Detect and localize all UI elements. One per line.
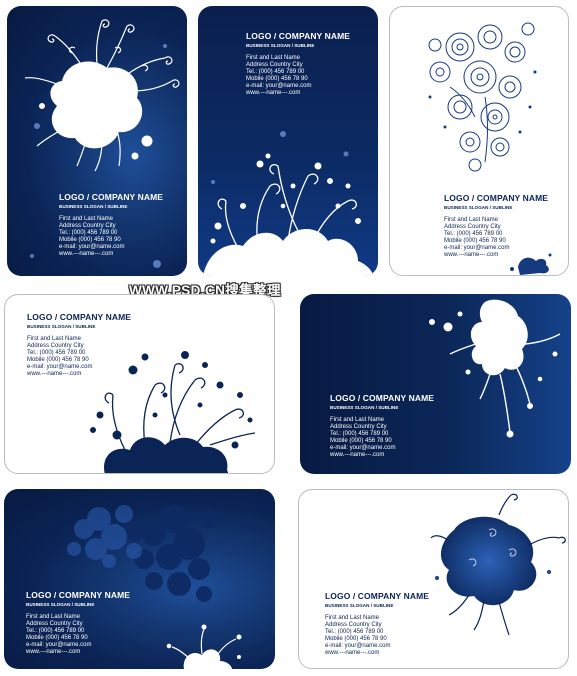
- contact-mobile: Mobile (000) 456 78 90: [330, 437, 392, 444]
- contact-address: Address Country City: [330, 423, 387, 430]
- card-text-block: LOGO / COMPANY NAME BUSINESS SLOGAN / SU…: [246, 31, 351, 96]
- contact-address: Address Country City: [59, 222, 116, 229]
- blue-swirl-art: [428, 22, 552, 275]
- contact-address: Address Country City: [325, 621, 382, 628]
- contact-address: Address Country City: [26, 620, 83, 627]
- contact-address: Address Country City: [27, 342, 84, 349]
- business-slogan: BUSINESS SLOGAN / SUBLINE: [325, 602, 394, 608]
- navy-splash-art: [430, 493, 566, 636]
- contact-name: First and Last Name: [330, 417, 385, 424]
- business-card-horizontal-dark-circles: LOGO / COMPANY NAME BUSINESS SLOGAN / SU…: [4, 489, 275, 669]
- company-name: LOGO / COMPANY NAME: [325, 591, 430, 601]
- card-text-block: LOGO / COMPANY NAME BUSINESS SLOGAN / SU…: [325, 591, 430, 656]
- business-slogan: BUSINESS SLOGAN / SUBLINE: [26, 601, 95, 607]
- contact-email: e-mail: your@name.com: [444, 244, 510, 251]
- business-slogan: BUSINESS SLOGAN / SUBLINE: [59, 203, 128, 209]
- contact-name: First and Last Name: [59, 216, 114, 223]
- contact-name: First and Last Name: [26, 614, 81, 621]
- contact-website: www.---name---.com: [26, 648, 81, 655]
- navy-floral-tree-art: [90, 351, 256, 473]
- contact-address: Address Country City: [444, 223, 501, 230]
- card-text-block: LOGO / COMPANY NAME BUSINESS SLOGAN / SU…: [330, 393, 435, 458]
- company-name: LOGO / COMPANY NAME: [330, 393, 435, 403]
- contact-website: www.---name---.com: [325, 649, 380, 656]
- contact-tel: Tel.: (000) 456 789 00: [325, 628, 384, 635]
- contact-email: e-mail: your@name.com: [26, 641, 92, 648]
- contact-tel: Tel.: (000) 456 789 00: [330, 430, 389, 437]
- business-slogan: BUSINESS SLOGAN / SUBLINE: [444, 204, 513, 210]
- contact-address: Address Country City: [246, 61, 303, 68]
- contact-mobile: Mobile (000) 456 78 90: [325, 635, 387, 642]
- business-card-vertical-light-swirl: LOGO / COMPANY NAME BUSINESS SLOGAN / SU…: [389, 6, 569, 276]
- contact-website: www.---name---.com: [330, 451, 385, 458]
- contact-mobile: Mobile (000) 456 78 90: [444, 237, 506, 244]
- card-text-block: LOGO / COMPANY NAME BUSINESS SLOGAN / SU…: [444, 193, 549, 258]
- company-name: LOGO / COMPANY NAME: [27, 312, 132, 322]
- business-slogan: BUSINESS SLOGAN / SUBLINE: [246, 42, 315, 48]
- contact-tel: Tel.: (000) 456 789 00: [59, 229, 118, 236]
- contact-mobile: Mobile (000) 456 78 90: [59, 236, 121, 243]
- white-splash-art: [24, 19, 180, 268]
- contact-email: e-mail: your@name.com: [246, 82, 312, 89]
- contact-website: www.---name---.com: [246, 89, 301, 96]
- card-text-block: LOGO / COMPANY NAME BUSINESS SLOGAN / SU…: [59, 192, 164, 257]
- contact-tel: Tel.: (000) 456 789 00: [26, 627, 85, 634]
- contact-name: First and Last Name: [246, 55, 301, 62]
- contact-mobile: Mobile (000) 456 78 90: [27, 356, 89, 363]
- contact-mobile: Mobile (000) 456 78 90: [26, 634, 88, 641]
- contact-email: e-mail: your@name.com: [59, 243, 125, 250]
- contact-email: e-mail: your@name.com: [325, 642, 391, 649]
- contact-mobile: Mobile (000) 456 78 90: [246, 75, 308, 82]
- contact-name: First and Last Name: [325, 615, 380, 622]
- white-floral-art: [203, 131, 373, 276]
- business-card-vertical-dark-floral: LOGO / COMPANY NAME BUSINESS SLOGAN / SU…: [198, 6, 378, 276]
- company-name: LOGO / COMPANY NAME: [26, 590, 131, 600]
- contact-website: www.---name---.com: [444, 251, 499, 258]
- contact-name: First and Last Name: [444, 217, 499, 224]
- business-card-horizontal-dark-splash: LOGO / COMPANY NAME BUSINESS SLOGAN / SU…: [300, 294, 571, 474]
- company-name: LOGO / COMPANY NAME: [246, 31, 351, 41]
- card-text-block: LOGO / COMPANY NAME BUSINESS SLOGAN / SU…: [27, 312, 132, 377]
- white-drip-splash-art: [429, 299, 561, 438]
- contact-email: e-mail: your@name.com: [330, 444, 396, 451]
- business-card-horizontal-light-splash: LOGO / COMPANY NAME BUSINESS SLOGAN / SU…: [298, 489, 569, 669]
- business-slogan: BUSINESS SLOGAN / SUBLINE: [27, 323, 96, 329]
- business-slogan: BUSINESS SLOGAN / SUBLINE: [330, 404, 399, 410]
- company-name: LOGO / COMPANY NAME: [444, 193, 549, 203]
- business-card-vertical-dark-splash: LOGO / COMPANY NAME BUSINESS SLOGAN / SU…: [7, 6, 187, 276]
- company-name: LOGO / COMPANY NAME: [59, 192, 164, 202]
- contact-tel: Tel.: (000) 456 789 00: [246, 68, 305, 75]
- contact-website: www.---name---.com: [59, 250, 114, 257]
- contact-name: First and Last Name: [27, 336, 82, 343]
- card-text-block: LOGO / COMPANY NAME BUSINESS SLOGAN / SU…: [26, 590, 131, 655]
- blue-circles-art: [67, 505, 242, 669]
- business-card-horizontal-light-floral: LOGO / COMPANY NAME BUSINESS SLOGAN / SU…: [4, 294, 275, 474]
- contact-email: e-mail: your@name.com: [27, 363, 93, 370]
- contact-tel: Tel.: (000) 456 789 00: [27, 349, 86, 356]
- contact-website: www.---name---.com: [27, 370, 82, 377]
- contact-tel: Tel.: (000) 456 789 00: [444, 230, 503, 237]
